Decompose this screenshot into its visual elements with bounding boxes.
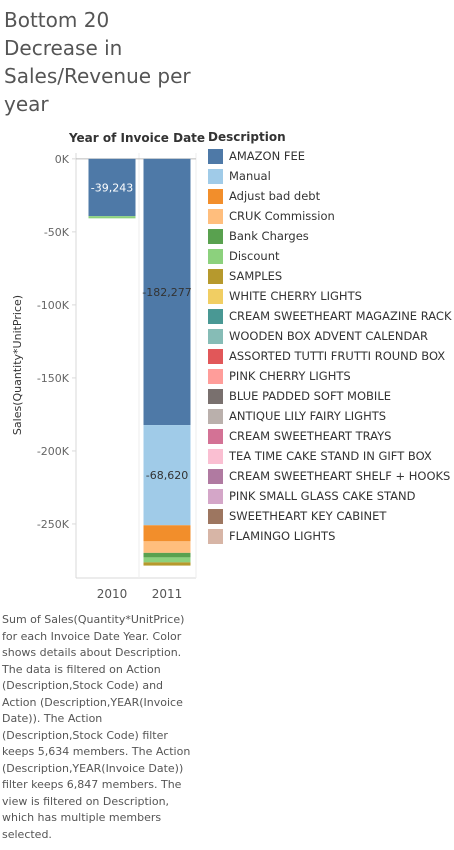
legend-label: CREAM SWEETHEART MAGAZINE RACK [229, 309, 452, 323]
bar-segment [143, 158, 191, 426]
legend-swatch [208, 168, 223, 184]
legend-label: FLAMINGO LIGHTS [229, 529, 336, 543]
legend-label: CREAM SWEETHEART SHELF + HOOKS [229, 469, 451, 483]
bar-segment [143, 541, 191, 553]
legend-swatch [208, 488, 223, 504]
legend-item[interactable]: CREAM SWEETHEART MAGAZINE RACK [208, 306, 452, 326]
y-axis-label: Sales(Quantity*UnitPrice) [11, 295, 24, 435]
legend-item[interactable]: ASSORTED TUTTI FRUTTI ROUND BOX [208, 346, 452, 366]
legend-label: SWEETHEART KEY CABINET [229, 509, 387, 523]
legend-swatch [208, 308, 223, 324]
data-label: -39,243 [91, 181, 133, 194]
legend-label: PINK SMALL GLASS CAKE STAND [229, 489, 416, 503]
data-label: -68,620 [146, 469, 188, 482]
legend-swatch [208, 328, 223, 344]
legend-item[interactable]: PINK CHERRY LIGHTS [208, 366, 452, 386]
legend-swatch [208, 268, 223, 284]
legend-item[interactable]: SAMPLES [208, 266, 452, 286]
bar-segment [143, 557, 191, 563]
legend-item[interactable]: PINK SMALL GLASS CAKE STAND [208, 486, 452, 506]
legend-swatch [208, 468, 223, 484]
legend-swatch [208, 528, 223, 544]
legend-swatch [208, 508, 223, 524]
legend-swatch [208, 408, 223, 424]
legend-item[interactable]: Discount [208, 246, 452, 266]
chart-plot: 0K -50K -100K -150K -200K -250K 2010 2011 -39,24… [37, 153, 197, 601]
legend-label: Bank Charges [229, 229, 309, 243]
chart-caption: Sum of Sales(Quantity*UnitPrice) for eac… [2, 613, 191, 841]
legend-item[interactable]: CRUK Commission [208, 206, 452, 226]
legend-label: WHITE CHERRY LIGHTS [229, 289, 362, 303]
legend-label: CREAM SWEETHEART TRAYS [229, 429, 392, 443]
legend-swatch [208, 148, 223, 164]
y-tick-label: -150K [37, 372, 70, 385]
legend-swatch [208, 388, 223, 404]
legend-item[interactable]: CREAM SWEETHEART SHELF + HOOKS [208, 466, 452, 486]
legend-label: Manual [229, 169, 271, 183]
legend-item[interactable]: Bank Charges [208, 226, 452, 246]
legend-label: Discount [229, 249, 280, 263]
y-tick-label: -50K [44, 226, 70, 239]
x-tick-label: 2011 [152, 587, 183, 601]
legend-swatch [208, 248, 223, 264]
x-tick-label: 2010 [97, 587, 128, 601]
legend-label: ASSORTED TUTTI FRUTTI ROUND BOX [229, 349, 446, 363]
bar-segment [143, 562, 191, 566]
legend-label: SAMPLES [229, 269, 283, 283]
legend-label: TEA TIME CAKE STAND IN GIFT BOX [229, 449, 432, 463]
legend-item[interactable]: FLAMINGO LIGHTS [208, 526, 452, 546]
legend-item[interactable]: CREAM SWEETHEART TRAYS [208, 426, 452, 446]
legend-label: PINK CHERRY LIGHTS [229, 369, 351, 383]
data-label: -182,277 [142, 286, 191, 299]
legend-swatch [208, 448, 223, 464]
legend-label: AMAZON FEE [229, 149, 305, 163]
legend-label: Adjust bad debt [229, 189, 321, 203]
y-tick-label: -250K [37, 518, 70, 531]
legend-item[interactable]: AMAZON FEE [208, 146, 452, 166]
bar-segment [143, 552, 191, 558]
legend-label: WOODEN BOX ADVENT CALENDAR [229, 329, 429, 343]
legend-label: ANTIQUE LILY FAIRY LIGHTS [229, 409, 387, 423]
legend-label: BLUE PADDED SOFT MOBILE [229, 389, 391, 403]
bar-segment [143, 525, 191, 542]
bar-segment [143, 425, 191, 526]
column-header: Year of Invoice Date [68, 131, 205, 145]
legend-swatch [208, 288, 223, 304]
chart-area: Year of Invoice Date Sales(Quantity*Unit… [11, 131, 205, 601]
chart-title: Bottom 20 Decrease in Sales/Revenue per … [4, 8, 191, 116]
legend-swatch [208, 368, 223, 384]
legend-swatch [208, 208, 223, 224]
legend-item[interactable]: BLUE PADDED SOFT MOBILE [208, 386, 452, 406]
legend-item[interactable]: Adjust bad debt [208, 186, 452, 206]
legend-label: CRUK Commission [229, 209, 335, 223]
legend-swatch [208, 348, 223, 364]
legend-swatch [208, 228, 223, 244]
legend-swatch [208, 188, 223, 204]
y-tick-label: -200K [37, 445, 70, 458]
legend-item[interactable]: WOODEN BOX ADVENT CALENDAR [208, 326, 452, 346]
y-tick-label: 0K [55, 153, 70, 166]
legend-title: Description [208, 130, 286, 144]
legend-item[interactable]: SWEETHEART KEY CABINET [208, 506, 452, 526]
bar-segment [88, 216, 136, 219]
legend-item[interactable]: WHITE CHERRY LIGHTS [208, 286, 452, 306]
bar-segment [88, 158, 136, 217]
legend-item[interactable]: ANTIQUE LILY FAIRY LIGHTS [208, 406, 452, 426]
legend: AMAZON FEE Manual Adjust bad debt CRUK Comm… [208, 146, 452, 546]
legend-item[interactable]: Manual [208, 166, 452, 186]
legend-swatch [208, 428, 223, 444]
legend-item[interactable]: TEA TIME CAKE STAND IN GIFT BOX [208, 446, 452, 466]
y-tick-label: -100K [37, 299, 70, 312]
